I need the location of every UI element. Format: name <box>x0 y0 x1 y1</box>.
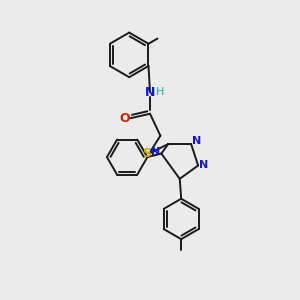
Text: N: N <box>145 85 155 98</box>
Text: O: O <box>119 112 130 125</box>
Text: N: N <box>200 160 209 170</box>
Text: S: S <box>142 147 152 160</box>
Text: N: N <box>152 147 160 157</box>
Text: H: H <box>156 87 164 97</box>
Text: N: N <box>192 136 201 146</box>
